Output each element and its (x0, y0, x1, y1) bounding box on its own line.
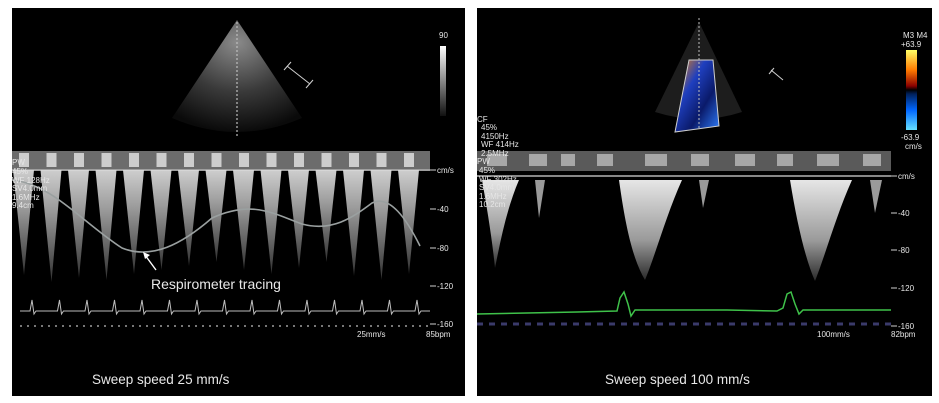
right-caption: Sweep speed 100 mm/s (605, 372, 750, 387)
left-doppler-image (12, 20, 446, 327)
spectral-highlight (863, 154, 881, 166)
color-flow-box (674, 59, 720, 133)
right-lobe-1 (482, 180, 519, 268)
doppler-spike (150, 170, 172, 270)
left-sweep-readout: 25mm/s (357, 330, 386, 339)
right-lobe-small-1 (535, 180, 545, 218)
right-depth-marker (768, 67, 784, 81)
spectral-highlight (735, 154, 755, 166)
right-unit-label: cm/s (898, 172, 915, 181)
left-hr-readout: 85bpm (426, 330, 451, 339)
left-respirometer-trace (12, 179, 421, 253)
right-tick-160: -160 (898, 322, 915, 331)
right-settings: 45% WF 302Hz SV4.0mm 1.6MHz 10.2cm (479, 166, 517, 209)
color-scale-header: M3 M4 (903, 31, 928, 40)
left-tick-120: -120 (437, 282, 454, 291)
color-scale-unit: cm/s (905, 142, 922, 151)
right-cf-settings: 45% 4150Hz WF 414Hz 2.5MHz (481, 123, 519, 158)
spectral-highlight (184, 153, 194, 167)
right-tick-40: -40 (898, 209, 910, 218)
color-scale-bottom: -63.9 (901, 133, 920, 142)
right-lobe-small-3 (870, 180, 882, 213)
left-depth-marker (283, 61, 314, 89)
left-ecg-trace (20, 299, 430, 316)
doppler-spike (13, 170, 34, 275)
doppler-spike (68, 170, 89, 278)
right-doppler-image (477, 18, 917, 327)
spectral-highlight (211, 153, 222, 167)
spectral-highlight (156, 153, 167, 167)
left-probe-mark: 90 (439, 31, 448, 40)
doppler-spike (315, 170, 337, 262)
right-cf-label: CF (477, 115, 488, 124)
right-tick-80: -80 (898, 246, 910, 255)
right-lobe-3 (790, 180, 852, 281)
doppler-spike (288, 170, 309, 268)
spectral-highlight (529, 154, 547, 166)
right-lobe-2 (619, 180, 682, 280)
left-pw-label: PW (12, 158, 25, 167)
doppler-spike (95, 170, 117, 280)
right-tick-120: -120 (898, 284, 915, 293)
left-settings: 45% WF 128Hz SV4.0mm 1.6MHz 9.4cm (12, 167, 50, 210)
right-ecg-trace (477, 290, 891, 318)
right-velocity-scale (891, 175, 897, 327)
spectral-highlight (266, 153, 277, 167)
spectral-highlight (487, 154, 507, 166)
left-doppler-spectrum (13, 153, 419, 282)
spectral-highlight (597, 154, 613, 166)
spectral-highlight (349, 153, 359, 167)
spectral-highlight (777, 154, 793, 166)
left-tick-160: -160 (437, 320, 454, 329)
spectral-highlight (321, 153, 332, 167)
respirometer-annotation: Respirometer tracing (151, 276, 281, 292)
spectral-highlight (129, 153, 139, 167)
doppler-spike (343, 170, 364, 276)
spectral-highlight (239, 153, 249, 167)
doppler-spike (370, 170, 392, 280)
right-lobe-small-2 (699, 180, 709, 208)
spectral-highlight (46, 153, 57, 167)
spectral-highlight (691, 154, 709, 166)
spectral-highlight (645, 154, 667, 166)
left-tick-40: -40 (437, 205, 449, 214)
doppler-spike (233, 170, 254, 270)
spectral-highlight (294, 153, 304, 167)
left-grayscale-bar (440, 46, 446, 116)
right-pw-label: PW (477, 157, 490, 166)
spectral-highlight (561, 154, 575, 166)
spectral-highlight (74, 153, 84, 167)
right-sweep-readout: 100mm/s (817, 330, 850, 339)
doppler-spike (123, 170, 144, 274)
color-velocity-bar (906, 50, 917, 130)
left-unit-label: cm/s (437, 166, 454, 175)
left-caption: Sweep speed 25 mm/s (92, 372, 230, 387)
left-velocity-scale (430, 169, 436, 325)
spectral-highlight (404, 153, 414, 167)
left-tick-80: -80 (437, 244, 449, 253)
spectral-highlight (376, 153, 387, 167)
spectral-highlight (817, 154, 839, 166)
doppler-spike (260, 170, 282, 274)
doppler-spike (178, 170, 199, 266)
right-echo-panel: CF 45% 4150Hz WF 414Hz 2.5MHz PW 45% WF … (477, 8, 932, 396)
right-band-noise (487, 154, 881, 166)
right-hr-readout: 82bpm (891, 330, 916, 339)
spectral-highlight (19, 153, 29, 167)
annotation-arrowhead (143, 252, 150, 259)
left-echo-panel: PW 45% WF 128Hz SV4.0mm 1.6MHz 9.4cm 90 … (12, 8, 465, 396)
color-scale-top: +63.9 (901, 40, 922, 49)
doppler-spike (398, 170, 419, 274)
spectral-highlight (101, 153, 112, 167)
